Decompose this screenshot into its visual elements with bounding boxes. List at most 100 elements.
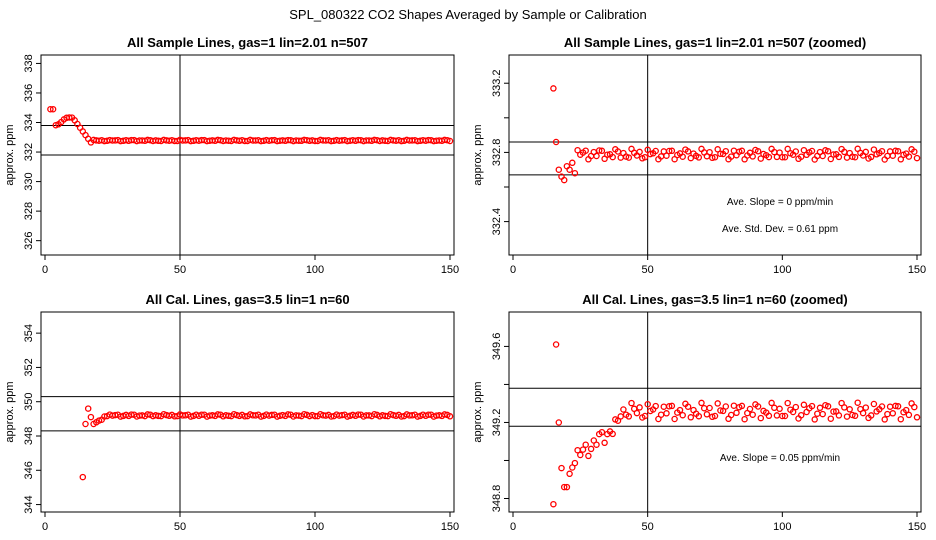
- data-point: [684, 148, 692, 155]
- data-point: [687, 154, 695, 162]
- x-tick-label: 0: [510, 264, 516, 276]
- data-point: [441, 411, 448, 418]
- data-point: [768, 399, 775, 407]
- data-point: [66, 114, 73, 121]
- data-point: [905, 153, 913, 160]
- panel-title: All Sample Lines, gas=1 lin=2.01 n=507: [127, 35, 368, 50]
- data-point: [582, 441, 589, 448]
- x-tick-label: 100: [773, 521, 791, 533]
- data-point: [830, 408, 837, 415]
- data-point: [771, 404, 778, 412]
- data-point: [779, 412, 786, 420]
- y-tick-label: 354: [23, 324, 35, 342]
- data-point: [862, 148, 870, 156]
- x-tick-label: 0: [42, 521, 48, 533]
- data-point: [800, 401, 808, 409]
- panel-title: All Cal. Lines, gas=3.5 lin=1 n=60 (zoom…: [582, 292, 848, 307]
- data-point: [700, 404, 708, 412]
- data-point: [824, 403, 832, 410]
- data-point: [698, 399, 705, 407]
- chart-panel-2: All Sample Lines, gas=1 lin=2.01 n=507 (…: [472, 35, 926, 276]
- chart-panel-1: All Sample Lines, gas=1 lin=2.01 n=507 ap…: [4, 35, 459, 276]
- data-point: [886, 403, 894, 410]
- annotation-text: Ave. Std. Dev. = 0.61 ppm: [722, 224, 838, 235]
- data-point: [773, 412, 781, 419]
- x-tick-label: 100: [773, 264, 791, 276]
- data-point: [641, 153, 649, 161]
- y-tick-label: 338: [23, 54, 35, 72]
- data-point: [727, 411, 735, 419]
- data-point: [371, 410, 378, 418]
- data-point: [749, 153, 756, 160]
- data-point: [870, 146, 878, 153]
- data-point: [87, 413, 95, 421]
- data-point: [354, 411, 362, 418]
- data-point: [187, 413, 195, 420]
- data-point: [797, 411, 805, 419]
- data-point: [636, 148, 643, 156]
- plot-frame: [508, 311, 922, 513]
- data-point: [867, 412, 875, 419]
- data-points: [550, 85, 921, 184]
- data-point: [381, 412, 389, 420]
- data-point: [894, 147, 902, 155]
- y-tick-label: 332.4: [491, 208, 503, 236]
- data-point: [574, 146, 581, 154]
- x-tick-label: 0: [42, 264, 48, 276]
- data-point: [101, 413, 108, 420]
- data-point: [835, 153, 843, 161]
- y-tick-label: 349.2: [491, 409, 503, 437]
- data-point: [819, 152, 826, 160]
- data-point: [757, 414, 765, 422]
- data-point: [703, 411, 711, 418]
- data-point: [595, 147, 603, 154]
- data-point: [819, 410, 826, 418]
- plot-frame: [40, 311, 455, 513]
- data-point: [128, 411, 135, 418]
- data-point: [665, 403, 673, 410]
- data-point: [841, 404, 848, 411]
- data-point: [779, 153, 786, 161]
- data-point: [593, 152, 600, 160]
- data-point: [814, 410, 821, 417]
- data-point: [414, 413, 421, 420]
- y-tick-label: 348.8: [491, 485, 503, 513]
- data-point: [746, 405, 754, 413]
- data-point: [738, 402, 746, 410]
- data-point: [808, 147, 816, 155]
- data-point: [550, 500, 557, 508]
- chart-panel-4: All Cal. Lines, gas=3.5 lin=1 n=60 (zoom…: [472, 292, 926, 533]
- y-tick-label: 352: [23, 358, 35, 376]
- y-tick-label: 350: [23, 393, 35, 411]
- plot-frame: [508, 54, 922, 256]
- data-point: [797, 153, 805, 160]
- data-point: [620, 406, 627, 413]
- y-axis-label: approx. ppm: [472, 124, 484, 185]
- data-point: [644, 400, 651, 408]
- data-point: [722, 403, 730, 410]
- figure-title: SPL_080322 CO2 Shapes Averaged by Sample…: [289, 7, 647, 22]
- data-point: [849, 153, 856, 160]
- data-point: [679, 153, 686, 160]
- y-tick-label: 332.8: [491, 139, 503, 167]
- y-tick-label: 346: [23, 461, 35, 479]
- data-point: [582, 147, 589, 154]
- data-point: [425, 411, 432, 418]
- data-point: [566, 470, 573, 478]
- y-tick-label: 332: [23, 143, 35, 161]
- x-tick-label: 100: [306, 264, 324, 276]
- data-point: [636, 404, 643, 411]
- data-point: [862, 404, 870, 411]
- data-point: [241, 413, 249, 420]
- data-point: [897, 415, 905, 423]
- data-point: [668, 147, 676, 155]
- data-point: [625, 154, 633, 161]
- annotation-text: Ave. Slope = 0 ppm/min: [727, 197, 833, 208]
- data-point: [792, 148, 800, 155]
- data-point: [47, 105, 54, 113]
- data-point: [446, 413, 454, 420]
- data-point: [665, 147, 673, 155]
- data-point: [398, 413, 405, 420]
- data-point: [714, 400, 721, 407]
- y-tick-label: 348: [23, 427, 35, 445]
